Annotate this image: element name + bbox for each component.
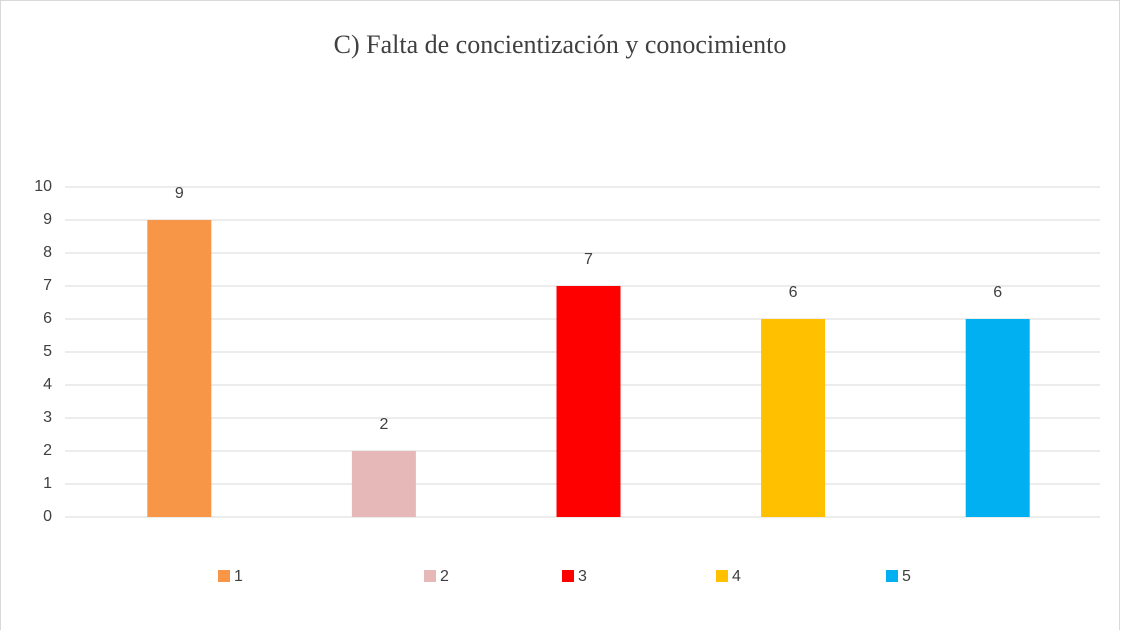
bar <box>147 220 212 517</box>
y-tick-label: 9 <box>43 211 52 228</box>
legend-label: 2 <box>440 568 449 585</box>
y-tick-label: 10 <box>34 178 52 195</box>
y-tick-label: 1 <box>43 475 52 492</box>
legend-label: 5 <box>902 568 911 585</box>
legend-swatch <box>562 570 574 582</box>
bar <box>965 319 1030 517</box>
y-tick-label: 5 <box>43 343 52 360</box>
legend-label: 3 <box>578 568 587 585</box>
data-label: 6 <box>789 284 798 301</box>
legend-swatch <box>716 570 728 582</box>
y-tick-label: 3 <box>43 409 52 426</box>
y-tick-label: 4 <box>43 376 52 393</box>
legend-swatch <box>886 570 898 582</box>
y-tick-label: 6 <box>43 310 52 327</box>
chart-title: C) Falta de concientización y conocimien… <box>334 30 787 59</box>
data-label: 6 <box>993 284 1002 301</box>
y-tick-label: 2 <box>43 442 52 459</box>
legend-label: 1 <box>234 568 243 585</box>
bar <box>556 286 621 517</box>
legend-swatch <box>424 570 436 582</box>
bar <box>761 319 826 517</box>
legend-swatch <box>218 570 230 582</box>
y-tick-label: 0 <box>43 508 52 525</box>
bar <box>351 451 416 517</box>
y-tick-label: 8 <box>43 244 52 261</box>
legend-label: 4 <box>732 568 741 585</box>
y-tick-label: 7 <box>43 277 52 294</box>
data-label: 2 <box>379 416 388 433</box>
data-label: 9 <box>175 185 184 202</box>
data-label: 7 <box>584 251 593 268</box>
